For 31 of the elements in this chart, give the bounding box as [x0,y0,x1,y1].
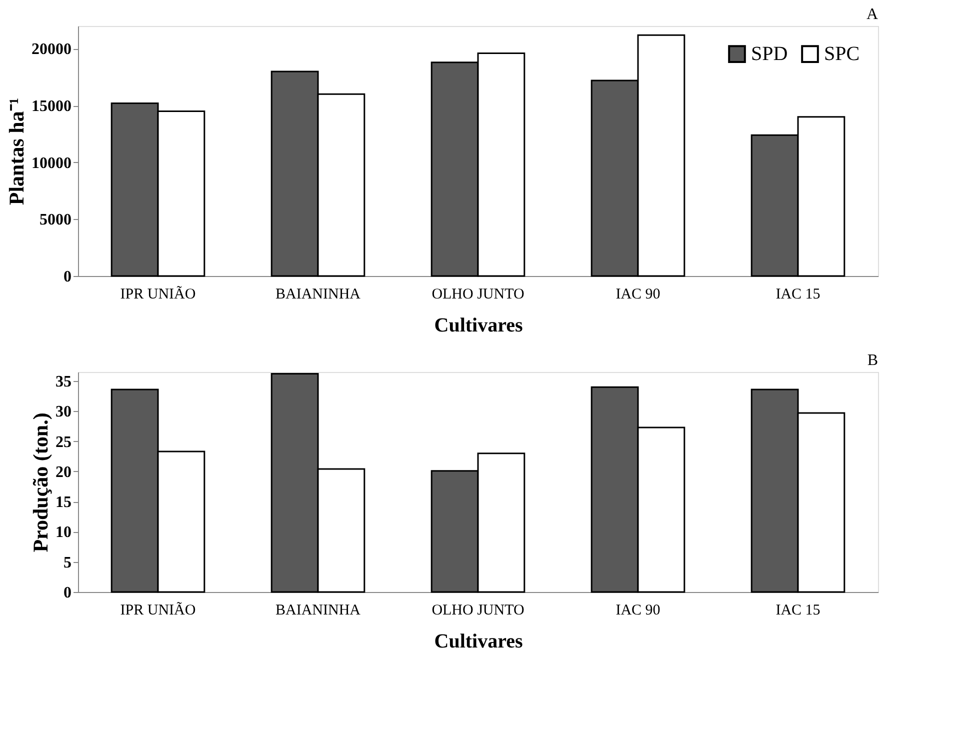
x-tick-label: IPR UNIÃO [120,286,196,302]
y-tick-label: 10000 [32,154,72,172]
x-axis-title: Cultivares [434,630,523,652]
x-tick-label: IAC 90 [616,286,660,302]
y-tick-label: 0 [64,268,72,286]
x-tick-label: BAIANINHA [276,602,361,618]
x-tick-label: IAC 15 [776,286,820,302]
y-tick-label: 25 [56,434,72,451]
y-tick-label: 0 [64,584,72,602]
x-tick-label: IAC 90 [616,602,660,618]
y-axis-title: Plantas ha⁻¹ [4,98,28,206]
y-tick-label: 5 [64,554,72,572]
y-tick-label: 30 [56,404,72,421]
y-tick-label: 15 [56,494,72,512]
y-tick-label: 20000 [32,41,72,58]
x-tick-label: IPR UNIÃO [120,602,196,618]
x-tick-label: OLHO JUNTO [432,286,524,302]
y-tick-label: 10 [56,524,72,542]
y-tick-label: 20 [56,464,72,481]
legend-label: SPD [751,43,788,66]
x-tick-label: BAIANINHA [276,286,361,302]
y-axis-title: Produção (ton.) [28,412,52,552]
y-tick-label: 5000 [40,212,72,229]
x-axis-title: Cultivares [434,314,523,336]
x-tick-label: OLHO JUNTO [432,602,524,618]
legend-label: SPC [824,43,860,66]
x-tick-label: IAC 15 [776,602,820,618]
chart-title: A [866,6,878,23]
chart-title: B [867,352,878,369]
y-tick-label: 15000 [32,98,72,116]
y-tick-label: 35 [56,374,72,391]
